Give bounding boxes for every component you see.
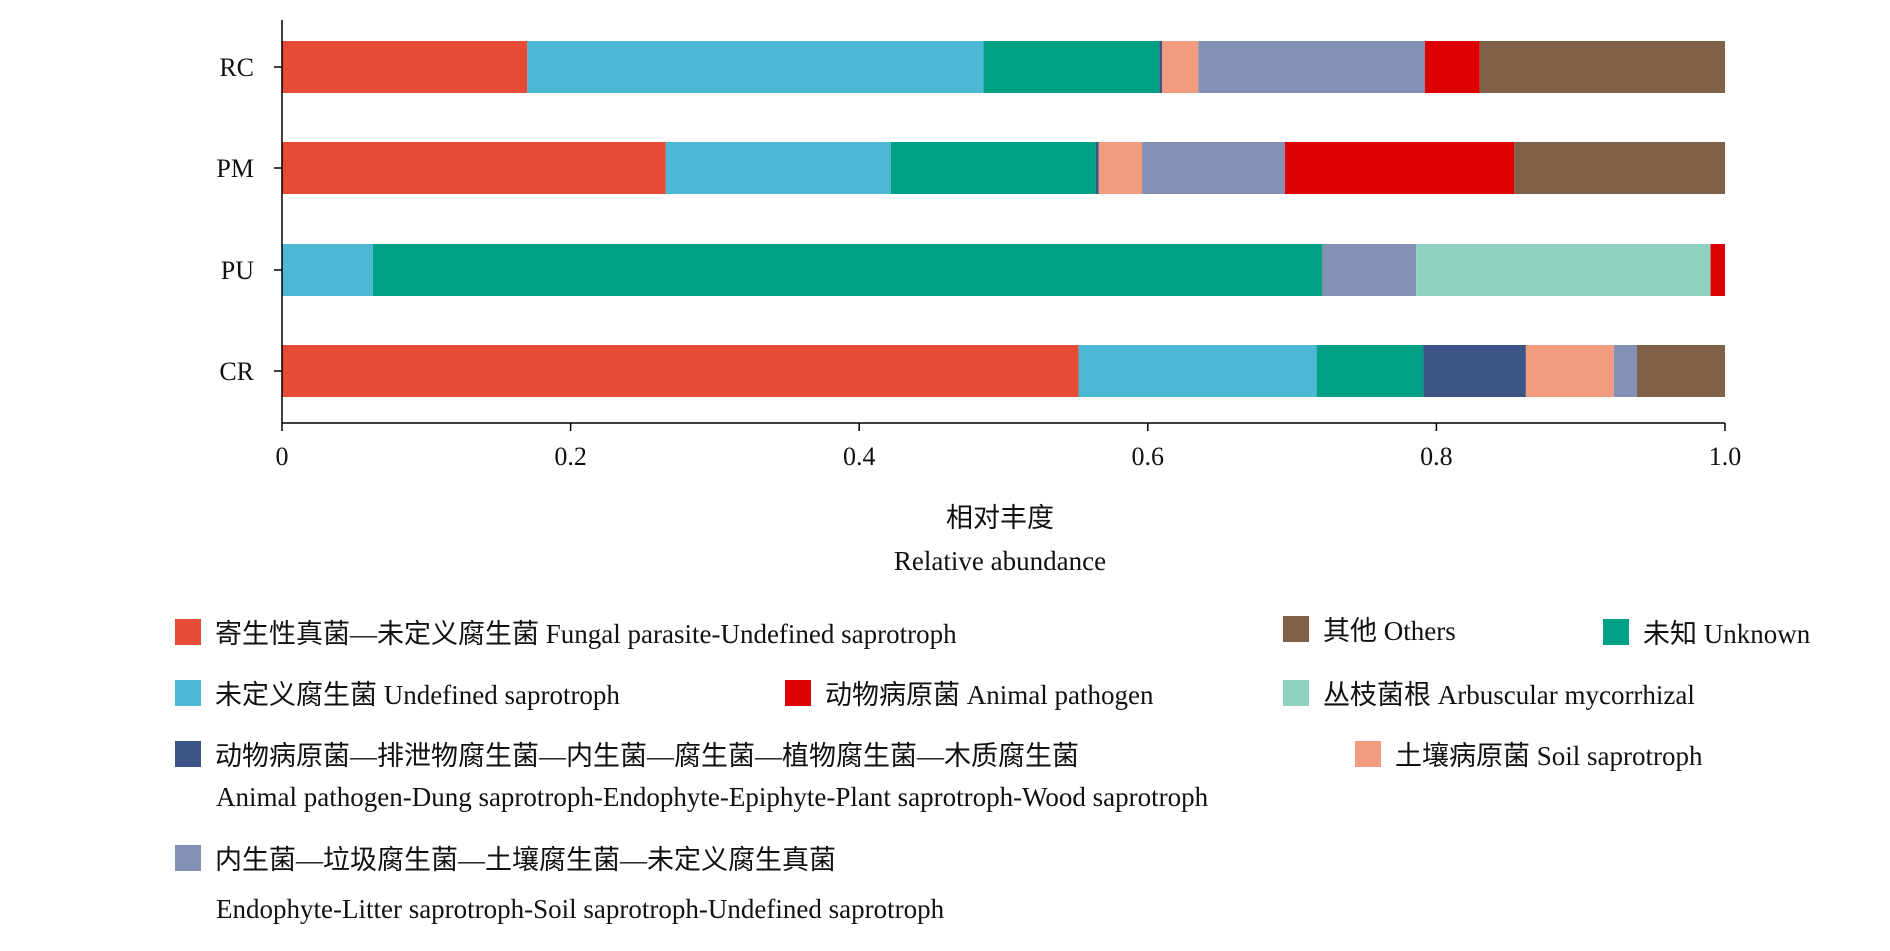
bar-segment-pm-4 [1098,142,1143,194]
legend-sublabel-dung: Animal pathogen-Dung saprotroph-Endophyt… [216,782,1209,812]
y-tick-label-rc: RC [219,53,254,82]
legend-item-unknown: 未知 Unknown [1603,612,1810,651]
bar-segment-rc-5 [1198,41,1425,93]
bar-segment-pu-2 [372,244,1323,296]
legend-swatch-undefined [175,679,201,706]
bar-segment-pm-1 [665,142,891,194]
bar-segment-pm-7 [1284,142,1515,194]
bar-segment-pm-2 [890,142,1096,194]
x-tick-label-4: 0.8 [1420,442,1453,471]
axes-layer: RC PM PU CR 0 0.2 0.4 0.6 0.8 1.0 [216,20,1741,471]
legend-item-amf: 丛枝菌根 Arbuscular mycorrhizal [1283,673,1695,712]
legend-label-amf: 丛枝菌根 Arbuscular mycorrhizal [1323,680,1695,710]
bar-segment-pm-5 [1142,142,1285,194]
bar-segment-rc-0 [282,41,528,93]
bar-segment-pu-6 [1416,244,1711,296]
legend-swatch-animal [785,679,811,706]
legend-swatch-unknown [1603,618,1629,645]
bar-segment-rc-7 [1424,41,1480,93]
x-tick-label-1: 0.2 [554,442,587,471]
y-tick-label-pm: PM [216,154,254,183]
legend-label-dung: 动物病原菌—排泄物腐生菌—内生菌—腐生菌—植物腐生菌—木质腐生菌 [215,741,1079,771]
legend-swatch-soil [1355,740,1381,767]
bar-segment-rc-8 [1479,41,1725,93]
bars-layer [282,41,1725,397]
legend-item-endophyte: 内生菌—垃圾腐生菌—土壤腐生菌—未定义腐生真菌 [175,838,836,877]
bar-segment-cr-4 [1525,345,1614,397]
bar-segment-pu-7 [1710,244,1725,296]
x-tick-label-2: 0.4 [843,442,876,471]
bar-segment-rc-4 [1162,41,1199,93]
bar-segment-rc-1 [527,41,984,93]
legend-label-parasite: 寄生性真菌—未定义腐生菌 Fungal parasite-Undefined s… [215,619,957,649]
bar-segment-cr-5 [1613,345,1637,397]
legend-item-soil: 土壤病原菌 Soil saprotroph [1355,734,1703,773]
legend-label-others: 其他 Others [1323,616,1456,646]
legend-item-undefined: 未定义腐生菌 Undefined saprotroph [175,673,620,712]
legend-item-dung: 动物病原菌—排泄物腐生菌—内生菌—腐生菌—植物腐生菌—木质腐生菌 [175,734,1079,773]
x-tick-label-5: 1.0 [1709,442,1742,471]
bar-segment-cr-3 [1423,345,1526,397]
bar-segment-pm-3 [1095,142,1099,194]
legend-swatch-endophyte [175,844,201,871]
bar-segment-cr-0 [282,345,1079,397]
bar-segment-pu-1 [282,244,373,296]
legend-label-animal: 动物病原菌 Animal pathogen [825,680,1154,710]
x-tick-label-0: 0 [276,442,289,471]
legend-sublabel-endophyte: Endophyte-Litter saprotroph-Soil saprotr… [216,894,945,924]
bar-segment-cr-8 [1636,345,1725,397]
legend-label-unknown: 未知 Unknown [1643,619,1811,649]
bar-segment-cr-2 [1316,345,1424,397]
legend-item-parasite: 寄生性真菌—未定义腐生菌 Fungal parasite-Undefined s… [175,612,957,651]
y-tick-label-pu: PU [221,256,254,285]
legend-item-animal: 动物病原菌 Animal pathogen [785,673,1153,712]
bar-segment-rc-3 [1159,41,1163,93]
bar-segment-cr-1 [1078,345,1317,397]
bar-segment-pu-5 [1322,244,1417,296]
legend-swatch-parasite [175,618,201,645]
y-tick-label-cr: CR [219,357,254,386]
x-axis-title: Relative abundance [894,546,1106,576]
legend-swatch-dung [175,740,201,767]
legend-label-soil: 土壤病原菌 Soil saprotroph [1395,741,1703,771]
legend-item-others: 其他 Others [1283,609,1456,648]
legend-swatch-others [1283,615,1309,642]
legend-label-endophyte: 内生菌—垃圾腐生菌—土壤腐生菌—未定义腐生真菌 [215,845,836,875]
legend-swatch-amf [1283,679,1309,706]
x-tick-label-3: 0.6 [1132,442,1165,471]
bar-segment-pm-0 [282,142,666,194]
x-axis-title-cn: 相对丰度 [946,503,1054,533]
bar-segment-rc-2 [983,41,1160,93]
bar-segment-pm-8 [1514,142,1725,194]
legend-label-undefined: 未定义腐生菌 Undefined saprotroph [215,680,620,710]
